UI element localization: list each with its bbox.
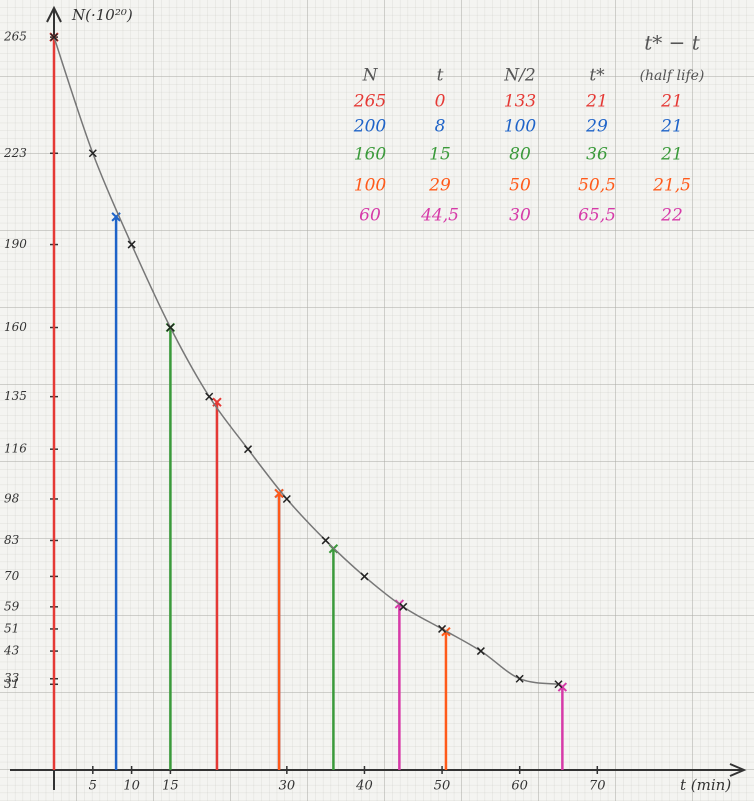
table-cell: 21 xyxy=(585,92,608,112)
table-header: t xyxy=(437,66,444,86)
table-header: N xyxy=(362,66,379,86)
table-cell: 80 xyxy=(509,145,531,165)
x-tick-label: 60 xyxy=(511,779,528,794)
table-cell: 21,5 xyxy=(652,176,691,196)
data-point xyxy=(476,647,485,656)
x-arrow xyxy=(729,763,747,777)
table-cell: 65,5 xyxy=(578,206,616,226)
data-point xyxy=(438,624,447,633)
table-cell: 36 xyxy=(586,145,608,165)
table-cell: 133 xyxy=(504,92,536,112)
table-cell: 200 xyxy=(353,117,387,137)
data-point xyxy=(166,323,175,332)
table-cell: 0 xyxy=(435,92,446,112)
x-axis-label: t (min) xyxy=(680,776,731,794)
table-cell: 21 xyxy=(660,117,683,137)
data-point xyxy=(360,572,369,581)
data-point xyxy=(554,680,563,689)
y-tick-label: 98 xyxy=(4,491,20,505)
table-cell: 15 xyxy=(429,145,451,165)
table-cell: 60 xyxy=(359,206,381,226)
x-tick-label: 30 xyxy=(279,779,296,794)
table-cell: 100 xyxy=(504,117,537,137)
half-life-cross xyxy=(274,488,284,499)
y-tick-label: 83 xyxy=(4,533,20,547)
y-tick-label: 190 xyxy=(4,237,27,251)
data-point xyxy=(88,149,97,158)
y-arrow xyxy=(46,5,62,23)
x-tick-label: 5 xyxy=(89,779,97,794)
y-tick-label: 135 xyxy=(4,389,27,403)
table-header: t* xyxy=(589,66,605,86)
table-header: t* − t xyxy=(644,31,701,55)
y-tick-label: 70 xyxy=(4,569,20,583)
x-tick-label: 40 xyxy=(355,779,373,794)
data-point xyxy=(49,33,59,42)
y-tick-label: 160 xyxy=(4,320,27,334)
y-axis-label: N(·10²⁰) xyxy=(71,6,133,24)
table-cell: 160 xyxy=(354,145,387,165)
data-point xyxy=(399,602,408,611)
y-tick-label: 43 xyxy=(3,644,20,658)
table-cell: 50,5 xyxy=(578,176,616,196)
table-cell: 22 xyxy=(660,206,683,226)
data-point xyxy=(282,494,291,504)
table-cell: 100 xyxy=(354,176,387,196)
x-tick-label: 10 xyxy=(123,779,140,794)
table-cell: 21 xyxy=(660,145,683,165)
table-cell: 50 xyxy=(509,176,531,196)
y-tick-label: 51 xyxy=(4,621,19,635)
data-point xyxy=(127,240,136,249)
data-point xyxy=(515,674,524,683)
y-tick-label: 33 xyxy=(4,671,20,685)
table-cell: 29 xyxy=(428,176,451,196)
y-tick-label: 59 xyxy=(4,599,20,613)
data-point xyxy=(205,392,214,401)
y-tick-label: 223 xyxy=(3,146,27,160)
table-cell: 8 xyxy=(435,117,446,137)
y-tick-label: 116 xyxy=(4,442,27,456)
table-cell: 29 xyxy=(585,117,608,137)
table-note: (half life) xyxy=(640,68,705,84)
table-cell: 265 xyxy=(353,92,386,112)
data-point xyxy=(244,445,253,454)
y-tick-label: 31 xyxy=(4,677,19,691)
y-tick-label: 265 xyxy=(3,30,27,44)
table-header: N/2 xyxy=(503,66,535,86)
x-tick-label: 50 xyxy=(434,779,451,794)
table-cell: 44,5 xyxy=(420,206,459,226)
data-point xyxy=(321,536,330,545)
table-cell: 30 xyxy=(509,206,531,226)
half-life-cross xyxy=(557,682,568,692)
x-tick-label: 70 xyxy=(589,779,606,794)
table-cell: 21 xyxy=(660,92,683,112)
x-tick-label: 15 xyxy=(162,779,179,794)
